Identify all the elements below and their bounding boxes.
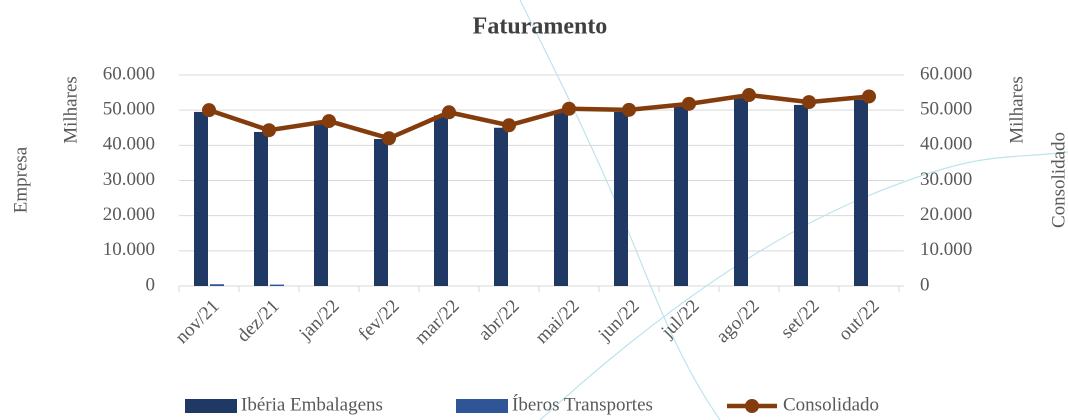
line-marker: [682, 96, 696, 111]
y2-tick-label: 20.000: [920, 204, 972, 225]
x-tick-label: jan/22: [294, 296, 343, 345]
chart-title: Faturamento: [473, 14, 608, 40]
legend-label: Íberos Transportes: [512, 393, 653, 415]
y2-tick-label: 10.000: [920, 239, 972, 260]
x-tick-label: ago/22: [712, 296, 763, 347]
line-marker: [562, 101, 576, 116]
x-tick-label: fev/22: [354, 296, 403, 345]
line-marker: [622, 102, 636, 117]
x-tick-label: mai/22: [531, 296, 583, 348]
bar: [554, 111, 568, 286]
bar: [314, 124, 328, 286]
legend-swatch: [745, 399, 759, 413]
bar: [194, 111, 208, 286]
line-marker: [202, 103, 216, 118]
bar: [794, 104, 808, 287]
line-marker: [442, 105, 456, 120]
y2-tick-label: 60.000: [920, 63, 972, 84]
line-marker: [382, 131, 396, 146]
y-tick-label: 50.000: [103, 99, 155, 120]
bar: [734, 97, 748, 286]
x-tick-label: nov/21: [171, 296, 223, 348]
x-tick-label: set/22: [777, 296, 824, 343]
legend-label: Consolidado: [783, 394, 879, 415]
x-tick-label: dez/21: [233, 296, 284, 347]
line-marker: [322, 114, 336, 129]
bar: [374, 139, 388, 286]
y-axis-unit: Milhares: [60, 76, 81, 144]
decoration: [539, 151, 1068, 420]
y-tick-label: 10.000: [103, 239, 155, 260]
bar: [854, 99, 868, 286]
bar: [210, 284, 224, 286]
y-tick-label: 0: [146, 274, 156, 295]
bar: [614, 111, 628, 286]
y-tick-label: 20.000: [103, 204, 155, 225]
legend-swatch: [185, 399, 237, 413]
y2-tick-label: 30.000: [920, 169, 972, 190]
y-axis-title: Empresa: [10, 146, 31, 213]
bar: [434, 115, 448, 286]
y-tick-label: 30.000: [103, 169, 155, 190]
bar: [254, 131, 268, 286]
y-tick-label: 40.000: [103, 134, 155, 155]
bar: [674, 106, 688, 287]
legend-label: Ibéria Embalagens: [241, 394, 383, 415]
y2-tick-label: 40.000: [920, 134, 972, 155]
x-tick-label: jul/22: [657, 296, 704, 343]
x-tick-label: abr/22: [474, 296, 523, 345]
legend-swatch: [456, 399, 508, 413]
line-marker: [802, 95, 816, 110]
y-tick-label: 60.000: [103, 63, 155, 84]
bar: [494, 127, 508, 286]
line-marker: [742, 88, 756, 103]
line-marker: [502, 118, 516, 133]
line: [208, 92, 870, 141]
x-tick-label: out/22: [834, 296, 883, 345]
line-marker: [262, 123, 276, 138]
y2-axis-unit: Milhares: [1006, 76, 1027, 144]
y2-axis-title: Consolidado: [1048, 132, 1068, 228]
bar: [270, 284, 284, 286]
line-marker: [862, 89, 876, 104]
y2-tick-label: 50.000: [920, 99, 972, 120]
x-tick-label: mar/22: [411, 296, 464, 349]
y2-tick-label: 0: [920, 274, 930, 295]
